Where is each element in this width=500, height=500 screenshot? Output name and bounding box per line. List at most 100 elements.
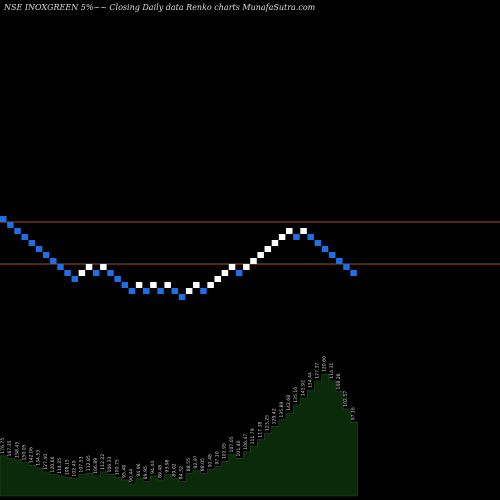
volume-label: 117.38 — [257, 422, 263, 438]
volume-label: 111.79 — [250, 428, 256, 444]
renko-brick-up — [150, 282, 157, 288]
volume-label: 108.28 — [336, 373, 342, 389]
renko-brick-up — [78, 270, 86, 276]
volume-label: 127.40 — [43, 454, 49, 470]
renko-brick-down — [321, 246, 329, 252]
volume-label: 94.44 — [150, 461, 156, 474]
volume-label: 112.85 — [86, 455, 92, 471]
volume-label: 95.48 — [122, 465, 128, 478]
renko-brick-down — [57, 264, 64, 270]
renko-brick-up — [185, 288, 193, 294]
volume-label: 107.05 — [229, 436, 235, 452]
renko-brick-up — [271, 240, 279, 246]
renko-brick-up — [300, 228, 307, 234]
volume-label: 92.97 — [193, 455, 199, 468]
volume-label: 97.16 — [350, 407, 356, 420]
volume-label: 167.35 — [7, 440, 13, 456]
volume-label: 88.05 — [200, 458, 206, 471]
volume-label: 129.42 — [272, 408, 278, 424]
volume-label: 88.55 — [186, 458, 192, 471]
renko-brick-down — [14, 228, 21, 234]
renko-brick-down — [143, 288, 150, 294]
renko-brick-up — [100, 264, 107, 270]
volume-label: 92.48 — [207, 454, 213, 467]
volume-label: 150.05 — [21, 444, 27, 460]
renko-brick-down — [178, 294, 186, 300]
renko-brick-down — [42, 252, 50, 258]
volume-label: 90.44 — [129, 469, 135, 482]
volume-label: 101.40 — [236, 440, 242, 456]
volume-label: 97.10 — [215, 451, 221, 464]
renko-brick-down — [171, 288, 179, 294]
volume-label: 135.89 — [279, 401, 285, 417]
renko-brick-down — [92, 270, 100, 276]
renko-brick-down — [336, 258, 343, 264]
volume-label: 89.02 — [172, 463, 178, 476]
volume-label: 100.75 — [114, 459, 120, 475]
renko-brick-down — [235, 270, 243, 276]
renko-brick-down — [50, 258, 57, 264]
renko-brick-down — [343, 264, 350, 270]
renko-brick-down — [71, 276, 78, 282]
renko-brick-down — [328, 252, 336, 258]
volume-label: 89.95 — [143, 466, 149, 479]
volume-label: 141.92 — [300, 380, 306, 396]
renko-brick-down — [107, 270, 114, 276]
renko-brick-up — [250, 258, 257, 264]
volume-label: 158.45 — [14, 442, 20, 458]
volume-label: 176.75 — [0, 438, 6, 454]
renko-brick-down — [0, 216, 7, 222]
volume-label: 114.25 — [57, 458, 63, 474]
renko-brick-down — [200, 288, 207, 294]
volume-label: 123.25 — [265, 415, 271, 431]
volume-label: 120.66 — [50, 456, 56, 472]
volume-label: 94.96 — [136, 463, 142, 476]
volume-label: 101.95 — [222, 443, 228, 459]
renko-brick-up — [264, 246, 272, 252]
renko-brick-down — [157, 288, 164, 294]
renko-brick-up — [257, 252, 264, 258]
renko-brick-down — [307, 234, 314, 240]
volume-label: 107.53 — [79, 456, 85, 472]
volume-label: 142.68 — [286, 395, 292, 411]
chart-title: NSE INOXGREEN 5%~~ Closing Daily data Re… — [4, 3, 316, 12]
renko-brick-up — [85, 264, 93, 270]
volume-label: 134.44 — [307, 372, 313, 388]
renko-brick-down — [350, 270, 357, 276]
renko-brick-down — [314, 240, 322, 246]
volume-label: 106.33 — [107, 456, 113, 472]
renko-brick-down — [128, 288, 136, 294]
volume-label: 108.15 — [64, 459, 70, 475]
renko-brick-down — [28, 240, 36, 246]
renko-brick-up — [214, 276, 221, 282]
volume-label: 89.48 — [157, 465, 163, 478]
renko-brick-up — [164, 282, 171, 288]
volume-label: 112.22 — [100, 454, 106, 470]
volume-label: 106.47 — [243, 434, 249, 450]
renko-brick-up — [207, 282, 214, 288]
renko-brick-up — [135, 282, 143, 288]
volume-label: 84.32 — [179, 466, 185, 479]
renko-brick-down — [121, 282, 129, 288]
volume-label: 93.98 — [164, 459, 170, 472]
volume-label: 127.37 — [315, 363, 321, 379]
renko-brick-up — [193, 282, 200, 288]
renko-brick-up — [221, 270, 229, 276]
volume-label: 142.06 — [29, 447, 35, 463]
volume-area — [0, 373, 358, 497]
renko-brick-up — [243, 264, 250, 270]
renko-brick-down — [114, 276, 121, 282]
renko-brick-down — [7, 222, 14, 228]
volume-label: 102.40 — [72, 460, 78, 476]
renko-brick-down — [35, 246, 43, 252]
renko-brick-down — [21, 234, 28, 240]
volume-label: 135.16 — [293, 387, 299, 403]
renko-brick-up — [278, 234, 286, 240]
renko-brick-up — [228, 264, 236, 270]
volume-label: 106.89 — [93, 458, 99, 474]
volume-label: 120.66 — [322, 356, 328, 372]
volume-label: 134.53 — [36, 450, 42, 466]
volume-label: 102.57 — [343, 391, 349, 407]
renko-brick-up — [286, 228, 293, 234]
